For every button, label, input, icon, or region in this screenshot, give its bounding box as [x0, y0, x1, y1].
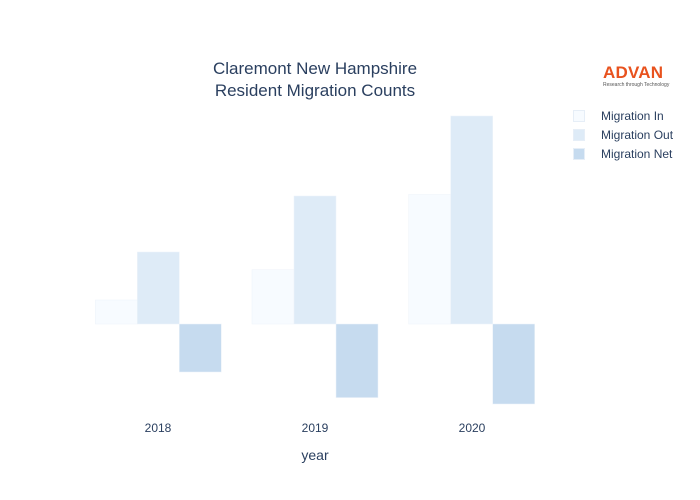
- chart-legend: Migration In Migration Out Migration Net: [573, 106, 693, 163]
- legend-label-migration-out: Migration Out: [601, 127, 674, 142]
- bar-migration-out-2020[interactable]: [450, 115, 493, 325]
- legend-swatch-migration-net: [573, 147, 585, 160]
- chart-title-line-1: Claremont New Hampshire: [212, 59, 418, 78]
- logo-wordmark: ADVAN: [603, 63, 664, 82]
- bar-migration-net-2019[interactable]: [335, 323, 379, 398]
- x-tick-label-2020: 2020: [458, 421, 486, 435]
- x-tick-label-2019: 2019: [301, 421, 329, 435]
- bar-migration-out-2019[interactable]: [293, 195, 337, 325]
- bar-migration-in-2018[interactable]: [95, 299, 138, 325]
- bar-migration-net-2018[interactable]: [179, 323, 222, 373]
- bar-migration-net-2020[interactable]: [492, 323, 535, 405]
- chart-title-line-2: Resident Migration Counts: [214, 81, 416, 100]
- logo-tagline: Research through Technology: [603, 82, 670, 88]
- legend-item-migration-net[interactable]: Migration Net: [573, 144, 693, 163]
- legend-label-migration-in: Migration In: [601, 108, 664, 123]
- legend-swatch-migration-out: [573, 128, 585, 141]
- advan-logo: ADVAN Research through Technology: [603, 63, 673, 89]
- x-tick-label-2018: 2018: [144, 421, 172, 435]
- x-axis-title: year: [301, 447, 329, 463]
- legend-item-migration-out[interactable]: Migration Out: [573, 125, 693, 144]
- bar-migration-in-2019[interactable]: [251, 269, 295, 325]
- legend-item-migration-in[interactable]: Migration In: [573, 106, 693, 125]
- bar-migration-out-2018[interactable]: [137, 251, 180, 325]
- legend-swatch-migration-in: [573, 109, 585, 122]
- legend-label-migration-net: Migration Net: [601, 146, 673, 161]
- bar-migration-in-2020[interactable]: [408, 194, 451, 325]
